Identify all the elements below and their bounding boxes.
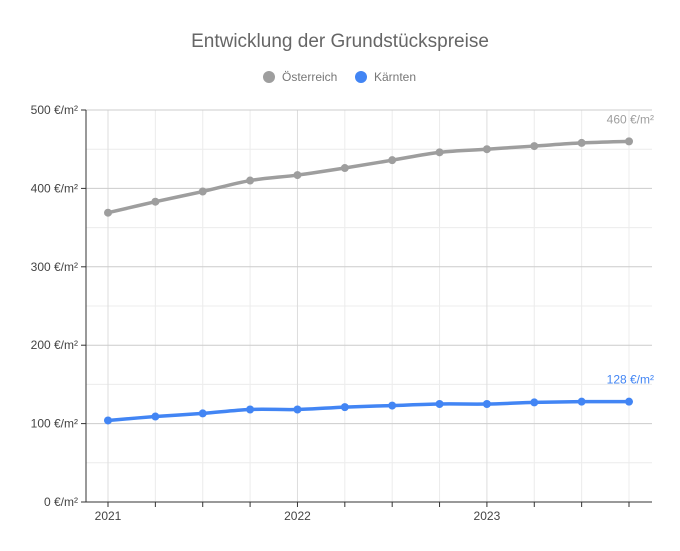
major-gridlines (86, 109, 652, 502)
x-tick-label: 2022 (284, 509, 311, 523)
end-value-label: 460 €/m² (607, 112, 654, 126)
data-point[interactable] (151, 412, 160, 421)
x-axis-tick-labels: 2021 2022 2023 (95, 509, 501, 523)
data-point[interactable] (246, 405, 255, 414)
data-point[interactable] (340, 164, 349, 173)
data-point[interactable] (388, 156, 397, 165)
data-point[interactable] (293, 171, 302, 180)
data-point[interactable] (482, 400, 491, 408)
x-tick-label: 2023 (474, 509, 501, 523)
legend-item[interactable]: Österreich (263, 70, 337, 84)
y-axis-tick-labels: 0 €/m² 100 €/m² 200 €/m² 300 €/m² 400 €/m² 50… (31, 103, 78, 509)
data-point[interactable] (530, 142, 539, 151)
y-tick-label: 200 €/m² (31, 338, 78, 352)
y-tick-label: 500 €/m² (31, 103, 78, 117)
data-point[interactable] (104, 208, 112, 217)
end-value-label: 128 €/m² (607, 373, 654, 387)
series-line[interactable] (106, 139, 631, 215)
y-tick-label: 400 €/m² (31, 181, 78, 195)
data-point[interactable] (198, 409, 207, 418)
y-tick-label: 100 €/m² (31, 417, 78, 431)
data-point[interactable] (482, 145, 491, 154)
data-point[interactable] (625, 137, 633, 146)
series-1: 460 €/m² (104, 112, 654, 217)
y-tick-label: 300 €/m² (31, 260, 78, 274)
series-layer: 460 €/m² 128 €/m² (104, 112, 654, 425)
x-tick-label: 2021 (95, 509, 122, 523)
legend[interactable]: Österreich Kärnten (263, 70, 416, 84)
data-point[interactable] (577, 138, 586, 147)
data-point[interactable] (435, 148, 444, 157)
data-point[interactable] (246, 176, 255, 185)
data-point[interactable] (198, 187, 207, 196)
data-point[interactable] (388, 401, 397, 410)
data-point[interactable] (435, 400, 444, 408)
data-point[interactable] (530, 398, 539, 407)
legend-marker-icon (263, 71, 275, 83)
series-line[interactable] (106, 399, 631, 423)
chart-title: Entwicklung der Grundstückspreise (191, 31, 489, 52)
legend-label: Österreich (282, 70, 337, 84)
data-point[interactable] (151, 197, 160, 206)
legend-item[interactable]: Kärnten (355, 70, 416, 84)
series-2: 128 €/m² (104, 373, 654, 425)
data-point[interactable] (293, 405, 302, 414)
y-tick-label: 0 €/m² (44, 495, 78, 509)
minor-gridlines (86, 110, 652, 502)
axes (81, 109, 652, 507)
legend-marker-icon (355, 71, 367, 83)
legend-label: Kärnten (374, 70, 416, 84)
data-point[interactable] (340, 403, 349, 412)
data-point[interactable] (625, 397, 633, 406)
data-point[interactable] (104, 416, 112, 425)
data-point[interactable] (577, 397, 586, 406)
